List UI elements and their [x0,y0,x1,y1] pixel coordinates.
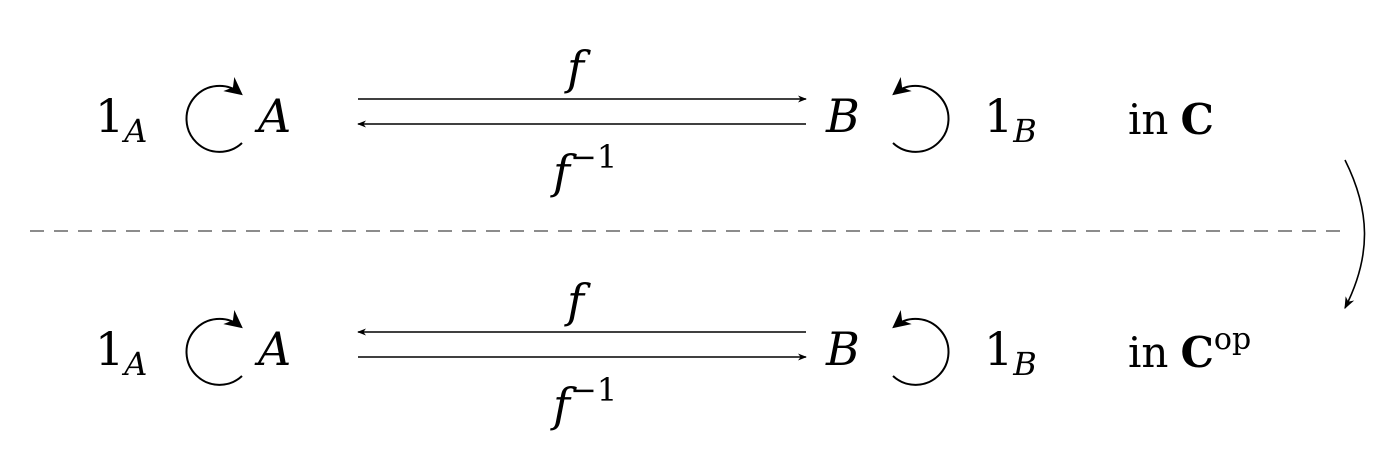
identity-a-label: 1A [95,89,147,150]
transition-arrow-icon [1344,159,1366,310]
identity-b-label: 1B [984,322,1037,383]
identity-loop-b-icon [892,77,950,153]
object-b: B [825,322,860,376]
row-category-c: 1A A f f−1 B 1B in C [95,41,1214,199]
object-a: A [254,89,291,143]
identity-loop-a-icon [185,310,243,386]
object-b: B [825,89,860,143]
object-a: A [254,322,291,376]
identity-loop-a-icon [185,77,243,153]
identity-loop-b-icon [892,310,950,386]
morphism-f-label: f [564,41,591,95]
identity-a-label: 1A [95,322,147,383]
row-category-c-op: 1A A f f−1 B 1B in Cop [95,274,1251,432]
morphism-f-inverse-label: f−1 [550,138,617,199]
category-c-label: in C [1128,95,1214,144]
morphism-f-inverse-label: f−1 [550,371,617,432]
category-c-op-label: in Cop [1128,322,1251,377]
morphism-f-label: f [564,274,591,328]
identity-b-label: 1B [984,89,1037,150]
